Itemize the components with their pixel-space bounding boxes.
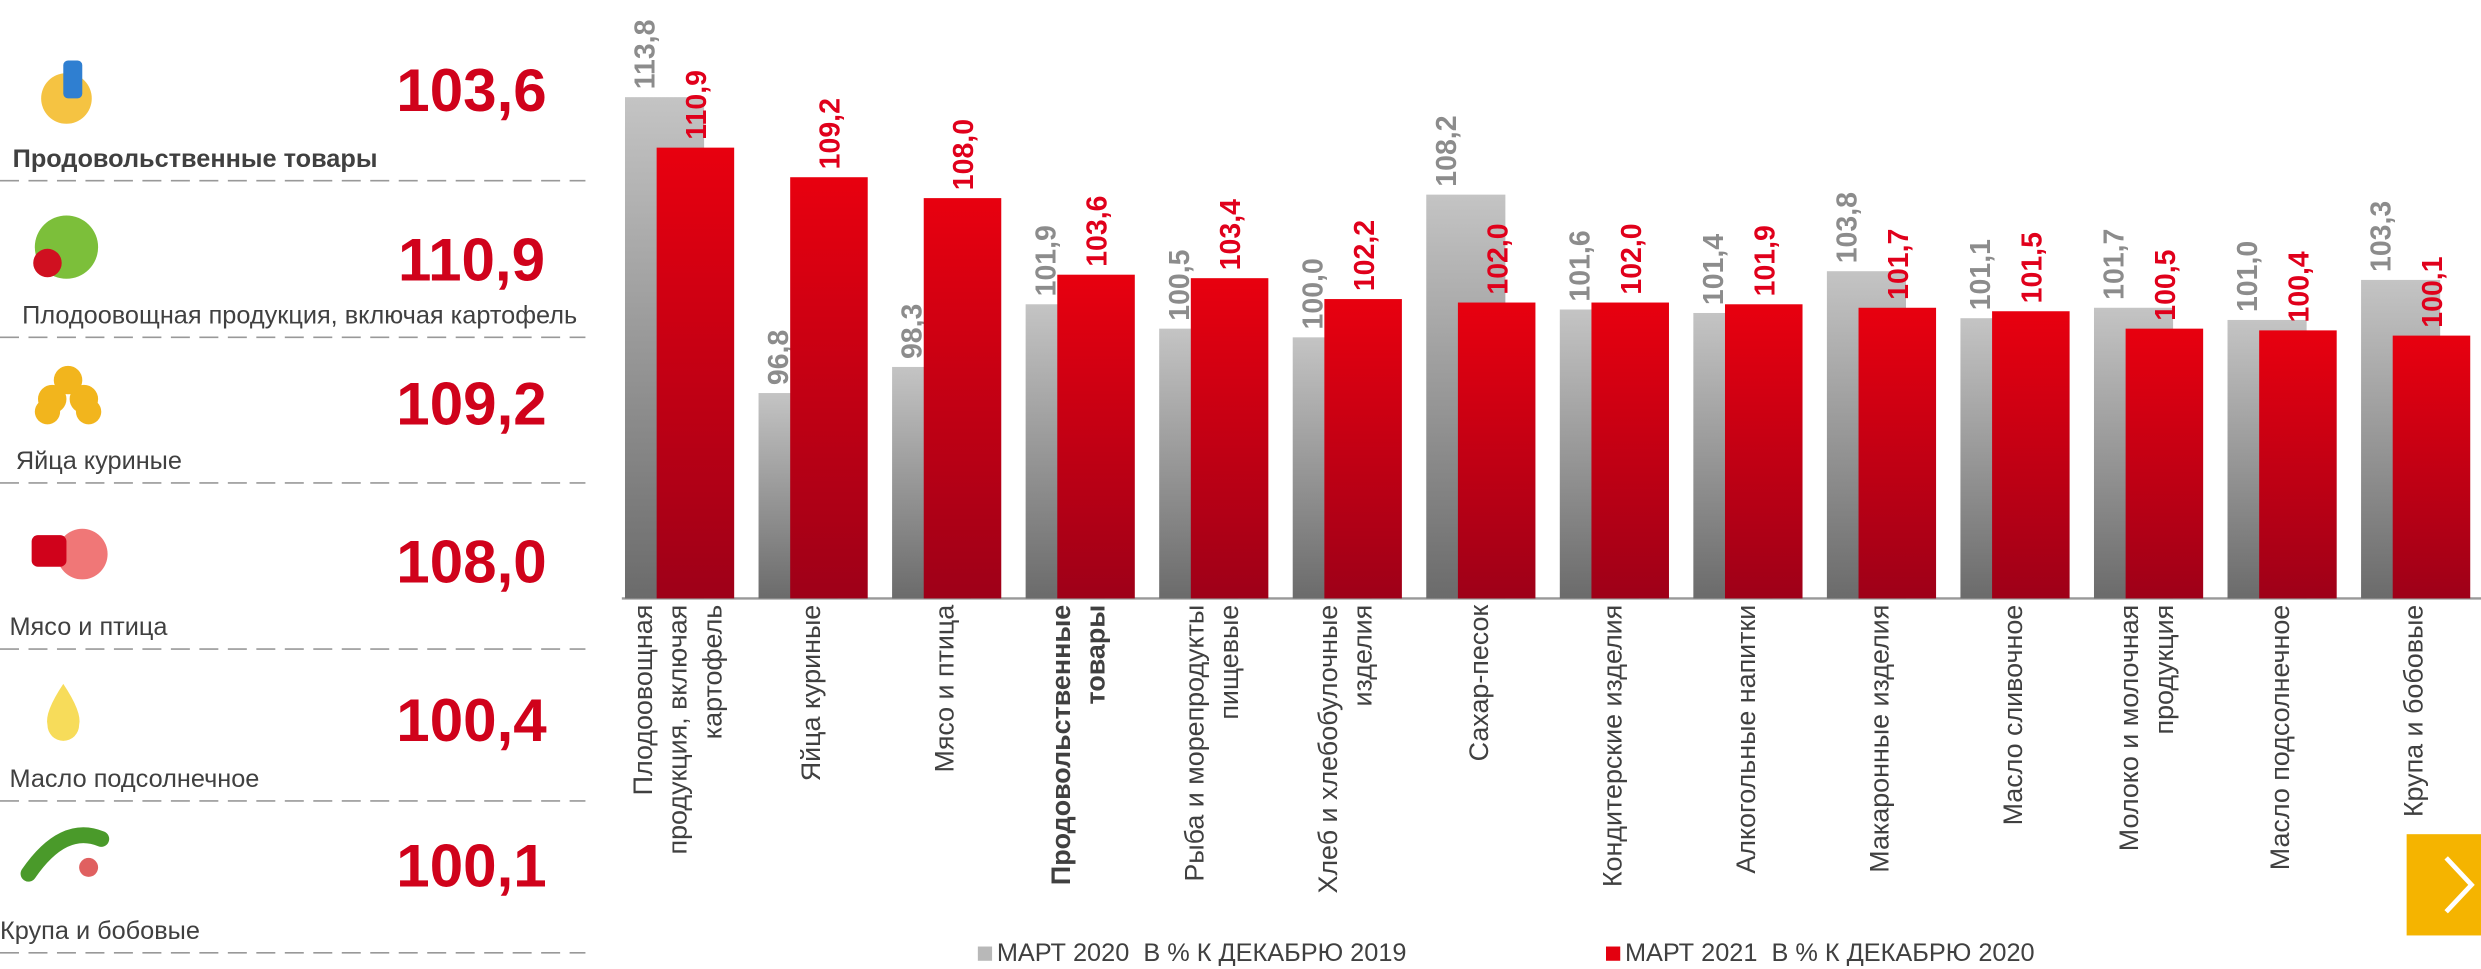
value-label: 103,3	[2366, 201, 2398, 272]
value-label: 108,0	[948, 119, 980, 190]
value-label: 100,4	[2284, 251, 2316, 322]
bar	[1992, 311, 2070, 599]
bar	[1858, 307, 1937, 599]
value-label: 100,5	[2150, 249, 2182, 320]
value-label: 113,8	[630, 20, 662, 90]
bar	[2392, 335, 2471, 599]
x-tick-label: Масло сливочное	[1998, 605, 2028, 826]
value-label: 102,2	[1349, 220, 1381, 291]
value-label: 100,5	[1164, 249, 1196, 320]
bar	[1057, 274, 1135, 599]
x-tick-label: Алкогольные напитки	[1731, 605, 1761, 874]
summary-value: 100,4	[396, 687, 547, 754]
value-label: 103,4	[1215, 199, 1247, 270]
summary-value: 109,2	[396, 370, 546, 437]
x-tick-label: Хлеб и хлебобулочные изделия	[1313, 605, 1378, 894]
next-arrow[interactable]	[2444, 856, 2475, 914]
bar	[1190, 278, 1269, 599]
summary-icons	[20, 60, 110, 882]
value-label: 108,2	[1431, 115, 1463, 186]
x-tick-label: Плодоовощная продукция, включая картофель	[628, 605, 728, 855]
x-tick-label: Яйца куриные	[796, 605, 826, 782]
summary-value: 108,0	[396, 529, 546, 596]
value-label: 101,0	[2232, 241, 2264, 312]
value-label: 109,2	[815, 98, 847, 169]
x-tick-label: Макаронные изделия	[1865, 605, 1895, 873]
value-label: 110,9	[681, 70, 713, 140]
value-label: 101,9	[1030, 225, 1062, 296]
bar	[923, 198, 1002, 599]
value-label: 101,1	[1965, 239, 1997, 310]
legend-swatch	[977, 946, 993, 961]
legend-label: МАРТ 2020 В % К ДЕКАБРЮ 2019	[997, 939, 1407, 967]
bar	[1324, 299, 1402, 599]
next-button[interactable]	[2406, 834, 2481, 936]
summary-value: 110,9	[398, 226, 545, 293]
value-label: 103,6	[1082, 196, 1114, 267]
summary-value: 103,6	[396, 57, 546, 124]
value-label: 98,3	[897, 304, 929, 359]
bar	[790, 177, 868, 599]
summary-label: Яйца куриные	[16, 447, 182, 475]
bar	[1724, 304, 1803, 599]
value-label: 100,0	[1297, 258, 1329, 329]
bar	[1457, 302, 1536, 599]
summary-label: Плодоовощная продукция, включая картофел…	[22, 301, 577, 329]
x-tick-label: Сахар-песок	[1464, 605, 1494, 762]
value-label: 101,9	[1749, 225, 1781, 296]
summary-label: Мясо и птица	[9, 613, 168, 641]
value-label: 101,4	[1698, 234, 1730, 305]
summary-value: 100,1	[396, 832, 546, 899]
x-tick-label: Крупа и бобовые	[2399, 605, 2429, 817]
value-label: 101,5	[2017, 232, 2049, 303]
bar	[2125, 328, 2204, 599]
x-tick-label: Рыба и морепродукты пищевые	[1179, 605, 1244, 882]
bar	[656, 147, 735, 599]
legend-swatch	[1606, 946, 1621, 961]
bar	[2259, 330, 2337, 599]
x-tick-label: Молоко и молочная продукция	[2114, 605, 2179, 851]
bar	[1591, 302, 1669, 599]
summary-label: Крупа и бобовые	[0, 917, 200, 945]
x-tick-label: Мясо и птица	[930, 605, 960, 773]
value-label: 102,0	[1482, 223, 1514, 294]
summary-label: Продовольственные товары	[13, 145, 378, 173]
value-label: 102,0	[1616, 223, 1648, 294]
x-tick-label: Кондитерские изделия	[1597, 605, 1627, 887]
value-label: 101,7	[1883, 229, 1915, 300]
x-tick-label: Продовольственные товары	[1046, 605, 1111, 885]
legend-label: МАРТ 2021 В % К ДЕКАБРЮ 2020	[1625, 939, 2035, 967]
summary-label: Масло подсолнечное	[9, 765, 259, 793]
value-label: 101,7	[2099, 229, 2131, 300]
value-label: 96,8	[763, 330, 795, 385]
x-tick-label: Масло подсолнечное	[2265, 605, 2295, 870]
value-label: 101,6	[1564, 230, 1596, 301]
value-label: 103,8	[1832, 192, 1864, 263]
value-label: 100,1	[2417, 256, 2449, 327]
